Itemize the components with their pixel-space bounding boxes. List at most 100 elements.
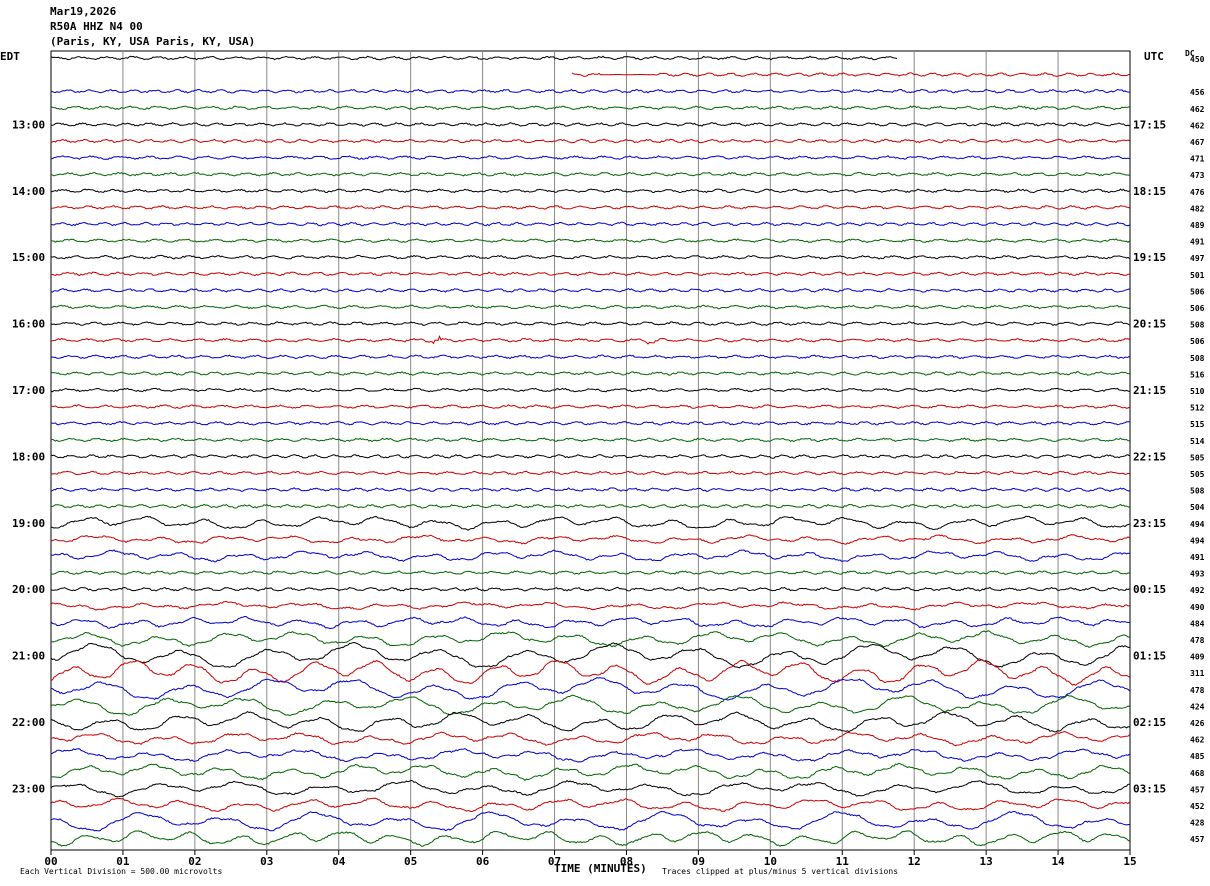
seismic-trace — [50, 105, 1130, 111]
seismic-trace — [50, 570, 1130, 575]
seismic-trace — [50, 371, 1130, 376]
dc-offset-label: 491 — [1190, 238, 1205, 247]
right-hour-label: 21:15 — [1133, 384, 1166, 397]
x-tick-label: 09 — [692, 855, 705, 868]
seismic-trace — [50, 454, 1130, 459]
x-tick-label: 05 — [404, 855, 417, 868]
dc-offset-label: 506 — [1190, 304, 1205, 313]
left-hour-label: 23:00 — [12, 782, 45, 795]
dc-offset-label: 485 — [1190, 752, 1205, 761]
seismic-trace — [50, 677, 1130, 701]
seismic-trace — [50, 335, 1130, 345]
dc-offset-label: 468 — [1190, 769, 1205, 778]
x-tick-label: 15 — [1123, 855, 1136, 868]
left-hour-label: 20:00 — [12, 583, 45, 596]
seismic-trace — [50, 254, 1130, 260]
dc-offset-label: 478 — [1190, 686, 1205, 695]
x-tick-label: 04 — [332, 855, 346, 868]
seismic-trace — [50, 762, 1130, 781]
dc-offset-label: 494 — [1190, 536, 1205, 545]
dc-offset-label: 473 — [1190, 171, 1205, 180]
dc-offset-label: 506 — [1190, 337, 1205, 346]
left-hour-label: 22:00 — [12, 716, 45, 729]
seismic-trace — [50, 659, 1130, 686]
dc-offset-label: 505 — [1190, 453, 1205, 462]
seismic-trace — [50, 404, 1130, 409]
seismic-trace — [50, 420, 1130, 426]
left-hour-label: 15:00 — [12, 251, 45, 264]
seismic-trace — [50, 641, 1130, 669]
dc-offset-label: 409 — [1190, 653, 1205, 662]
left-hour-label: 13:00 — [12, 118, 45, 131]
station-code: R50A HHZ N4 00 — [50, 20, 143, 33]
dc-offset-label: 508 — [1190, 321, 1205, 330]
dc-offset-label: 462 — [1190, 736, 1205, 745]
x-tick-label: 14 — [1051, 855, 1065, 868]
dc-offset-label: 508 — [1190, 487, 1205, 496]
seismic-trace — [50, 88, 1130, 94]
right-hour-label: 00:15 — [1133, 583, 1166, 596]
left-hour-label: 19:00 — [12, 517, 45, 530]
seismic-trace — [50, 779, 1130, 798]
dc-offset-label: 510 — [1190, 387, 1205, 396]
x-tick-label: 06 — [476, 855, 490, 868]
right-hour-label: 22:15 — [1133, 450, 1166, 463]
x-tick-label: 02 — [188, 855, 201, 868]
dc-offset-label: 492 — [1190, 586, 1205, 595]
dc-offset-label: 491 — [1190, 553, 1205, 562]
left-hour-label: 17:00 — [12, 384, 45, 397]
dc-offset-label: 489 — [1190, 221, 1205, 230]
seismic-trace — [50, 271, 1130, 277]
dc-offset-label: 506 — [1190, 287, 1205, 296]
right-hour-label: 20:15 — [1133, 318, 1166, 331]
seismic-trace — [50, 630, 1130, 648]
seismic-trace — [50, 830, 1130, 847]
seismic-trace — [50, 205, 1130, 210]
dc-offset-label: 478 — [1190, 636, 1205, 645]
dc-offset-label: 428 — [1190, 819, 1205, 828]
seismic-trace — [571, 72, 1131, 77]
dc-offset-label: 456 — [1190, 88, 1205, 97]
seismic-trace — [50, 470, 1130, 476]
seismic-trace — [50, 354, 1130, 360]
dc-offset-label: 311 — [1190, 669, 1205, 678]
seismic-trace — [50, 155, 1130, 160]
clip-note: Traces clipped at plus/minus 5 vertical … — [662, 867, 899, 876]
x-axis-title: TIME (MINUTES) — [554, 862, 647, 875]
dc-offset-label: 516 — [1190, 370, 1205, 379]
left-timezone: EDT — [0, 50, 20, 63]
x-tick-label: 03 — [260, 855, 273, 868]
dc-header: DC — [1185, 49, 1195, 58]
seismic-trace — [50, 600, 1130, 611]
seismic-trace — [50, 586, 1130, 592]
dc-offset-label: 476 — [1190, 188, 1205, 197]
dc-offset-label: 462 — [1190, 121, 1205, 130]
dc-offset-label: 467 — [1190, 138, 1205, 147]
left-hour-label: 18:00 — [12, 450, 45, 463]
right-hour-label: 17:15 — [1133, 118, 1166, 131]
seismic-trace — [50, 238, 1130, 243]
seismic-trace — [50, 797, 1130, 813]
dc-offset-label: 508 — [1190, 354, 1205, 363]
seismic-trace — [51, 730, 1130, 747]
seismic-trace — [51, 503, 1130, 509]
dc-offset-label: 494 — [1190, 520, 1205, 529]
plot-frame — [50, 50, 1131, 851]
seismic-trace — [50, 616, 1130, 630]
right-hour-label: 23:15 — [1133, 517, 1166, 530]
dc-offset-label: 490 — [1190, 603, 1205, 612]
seismic-trace — [50, 534, 1130, 545]
left-hour-label: 16:00 — [12, 318, 45, 331]
left-hour-label: 14:00 — [12, 185, 45, 198]
seismic-trace — [50, 549, 1130, 563]
seismic-trace — [50, 288, 1130, 293]
seismic-trace — [50, 437, 1130, 443]
dc-offset-label: 426 — [1190, 719, 1205, 728]
seismic-trace — [50, 321, 1130, 327]
dc-offset-label: 457 — [1190, 785, 1205, 794]
dc-offset-label: 424 — [1190, 702, 1205, 711]
seismic-trace — [50, 387, 1130, 393]
seismic-trace — [50, 171, 1130, 177]
right-hour-label: 03:15 — [1133, 782, 1166, 795]
seismic-trace — [50, 121, 1130, 127]
